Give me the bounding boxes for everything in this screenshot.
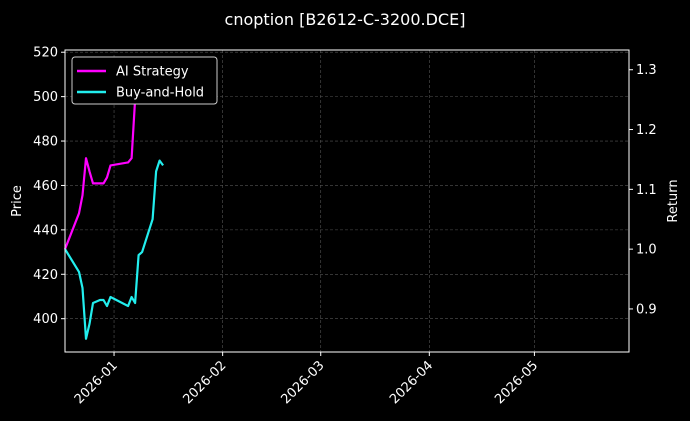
legend-box <box>71 56 218 105</box>
y-tick-label: 420 <box>33 268 58 283</box>
plot-frame <box>64 49 630 353</box>
y2-tick-label: 1.0 <box>636 243 657 258</box>
y-axis-label: Price <box>10 185 25 217</box>
chart-title: cnoption [B2612-C-3200.DCE] <box>225 10 466 29</box>
y-tick-label: 400 <box>33 312 58 327</box>
y2-tick-label: 1.3 <box>636 63 657 78</box>
y-tick-label: 460 <box>33 179 58 194</box>
y-axis-right: 0.9 1.0 1.1 1.2 1.3 <box>629 63 657 317</box>
legend-label: AI Strategy <box>116 65 189 80</box>
grid <box>65 50 629 352</box>
y-tick-label: 480 <box>33 135 58 150</box>
y-axis-left: 400 420 440 460 480 500 520 <box>33 46 65 327</box>
series-line-1 <box>64 159 164 340</box>
y-tick-label: 500 <box>33 90 58 105</box>
legend: AI Strategy Buy-and-Hold <box>71 56 218 105</box>
y2-axis-label: Return <box>666 179 681 222</box>
legend-label: Buy-and-Hold <box>116 86 204 101</box>
y-tick-label: 440 <box>33 223 58 238</box>
y2-tick-label: 1.2 <box>636 123 657 138</box>
y-tick-label: 520 <box>33 46 58 61</box>
y2-tick-label: 1.1 <box>636 183 657 198</box>
y2-tick-label: 0.9 <box>636 302 657 317</box>
